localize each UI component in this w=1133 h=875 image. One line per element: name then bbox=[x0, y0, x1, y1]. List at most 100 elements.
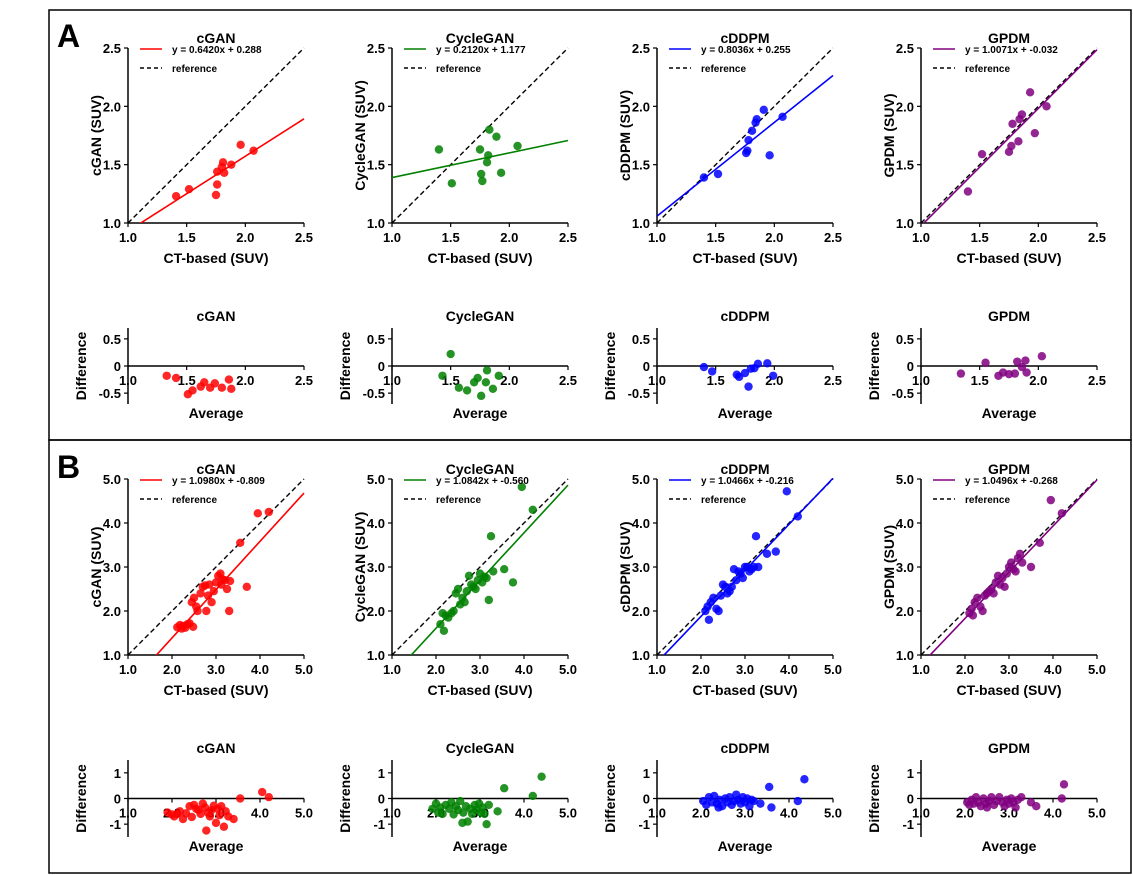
y-tick-label: -1 bbox=[638, 817, 650, 832]
p1-cddpm-scatter: cDDPM 1.0 2.0 3.0 4.0 5.0 1.0 2.0 3.0 4.0 5.0 CT-ba… bbox=[617, 461, 842, 698]
data-point bbox=[171, 373, 181, 383]
legend-reference-label: reference bbox=[436, 495, 481, 506]
data-point bbox=[752, 114, 761, 124]
data-point bbox=[227, 384, 236, 393]
x-tick-label: 4.0 bbox=[251, 806, 269, 821]
legend-fit-label: y = 0.6420x + 0.288 bbox=[172, 45, 262, 56]
data-point bbox=[196, 589, 205, 598]
y-axis-label: CycleGAN (SUV) bbox=[352, 512, 368, 622]
y-tick-label: 0.5 bbox=[632, 332, 650, 347]
y-tick-label: 1.0 bbox=[367, 216, 385, 231]
y-tick-label: 1.0 bbox=[367, 648, 385, 663]
y-tick-label: -0.5 bbox=[99, 386, 121, 401]
data-point bbox=[771, 547, 780, 556]
p0-cgan-scatter: cGAN 1.0 1.5 2.0 2.5 1.0 1.5 2.0 2.5 CT-based (SU… bbox=[88, 30, 313, 266]
data-point bbox=[458, 818, 467, 828]
data-point bbox=[196, 809, 205, 819]
data-point bbox=[229, 814, 238, 824]
data-point bbox=[438, 371, 447, 380]
y-axis-label: Difference bbox=[73, 332, 89, 401]
x-tick-label: 4.0 bbox=[515, 662, 533, 677]
x-tick-label: 2.5 bbox=[559, 373, 577, 388]
y-axis-label: GPDM (SUV) bbox=[881, 94, 897, 178]
x-tick-label: 5.0 bbox=[295, 662, 313, 677]
y-tick-label: 5.0 bbox=[367, 472, 385, 487]
chart-title: CycleGAN bbox=[446, 30, 514, 46]
x-tick-label: 2.0 bbox=[236, 230, 254, 245]
x-tick-label: 2.0 bbox=[427, 662, 445, 677]
x-tick-label: 4.0 bbox=[780, 662, 798, 677]
data-point bbox=[967, 604, 976, 613]
data-point bbox=[740, 368, 750, 378]
data-point bbox=[1022, 368, 1031, 377]
reference-line bbox=[392, 478, 569, 655]
y-tick-label: -0.5 bbox=[363, 386, 385, 401]
data-point bbox=[704, 615, 714, 624]
fit-line bbox=[392, 139, 569, 179]
chart-title: cGAN bbox=[197, 308, 236, 324]
x-axis-label: Average bbox=[453, 405, 508, 421]
data-point bbox=[1014, 137, 1023, 146]
chart-title: GPDM bbox=[988, 461, 1030, 477]
data-point bbox=[1057, 794, 1067, 803]
y-tick-label: 2.5 bbox=[632, 41, 650, 56]
data-point bbox=[756, 799, 765, 808]
x-tick-label: 1.0 bbox=[648, 230, 666, 245]
legend-reference-label: reference bbox=[172, 495, 217, 506]
y-tick-label: 2.0 bbox=[632, 99, 650, 114]
data-point bbox=[434, 145, 444, 154]
x-tick-label: 2.5 bbox=[824, 373, 842, 388]
data-point bbox=[982, 803, 992, 812]
x-tick-label: 4.0 bbox=[1044, 806, 1062, 821]
data-point bbox=[1013, 357, 1022, 366]
x-tick-label: 2.5 bbox=[295, 373, 313, 388]
x-tick-label: 2.5 bbox=[1088, 373, 1106, 388]
y-tick-label: 5.0 bbox=[632, 472, 650, 487]
data-point bbox=[981, 358, 990, 367]
data-point bbox=[759, 105, 768, 115]
x-tick-label: 1.0 bbox=[119, 662, 137, 677]
y-tick-label: 2.0 bbox=[367, 604, 385, 619]
data-point bbox=[205, 580, 214, 589]
reference-line bbox=[392, 47, 569, 223]
y-tick-label: 1 bbox=[907, 766, 914, 781]
x-tick-label: 5.0 bbox=[824, 806, 842, 821]
y-axis-label: Difference bbox=[337, 332, 353, 401]
chart-title: cDDPM bbox=[720, 461, 769, 477]
x-tick-label: 4.0 bbox=[515, 806, 533, 821]
data-point bbox=[482, 158, 492, 167]
chart-title: cDDPM bbox=[720, 30, 769, 46]
y-tick-label: 5.0 bbox=[896, 472, 914, 487]
y-tick-label: 1 bbox=[643, 766, 650, 781]
data-point bbox=[209, 587, 218, 596]
data-point bbox=[528, 791, 537, 801]
data-point bbox=[211, 818, 221, 828]
y-tick-label: -0.5 bbox=[628, 386, 650, 401]
data-point bbox=[989, 589, 998, 598]
data-point bbox=[1007, 141, 1016, 151]
y-tick-label: 1.0 bbox=[896, 648, 914, 663]
legend-fit-label: y = 1.0980x + -0.809 bbox=[172, 476, 265, 487]
y-tick-label: 1.5 bbox=[103, 158, 121, 173]
data-point bbox=[211, 190, 221, 200]
legend-fit-label: y = 1.0071x + -0.032 bbox=[965, 45, 1058, 56]
data-point bbox=[1007, 558, 1016, 567]
y-axis-label: Difference bbox=[73, 764, 89, 833]
data-point bbox=[225, 576, 235, 586]
x-tick-label: 1.5 bbox=[442, 230, 460, 245]
x-tick-label: 3.0 bbox=[207, 662, 225, 677]
x-axis-label: Average bbox=[718, 405, 773, 421]
y-tick-label: 0 bbox=[378, 792, 385, 807]
data-point bbox=[205, 812, 215, 821]
x-axis-label: CT-based (SUV) bbox=[427, 682, 532, 698]
plot-area bbox=[392, 478, 569, 655]
data-point bbox=[471, 584, 480, 594]
legend-reference-label: reference bbox=[701, 64, 746, 75]
data-point bbox=[454, 383, 464, 392]
y-tick-label: 3.0 bbox=[896, 560, 914, 575]
data-point bbox=[793, 512, 802, 521]
x-tick-label: 1.0 bbox=[912, 662, 930, 677]
data-point bbox=[478, 176, 487, 186]
data-point bbox=[210, 379, 220, 388]
plot-area bbox=[128, 47, 305, 223]
